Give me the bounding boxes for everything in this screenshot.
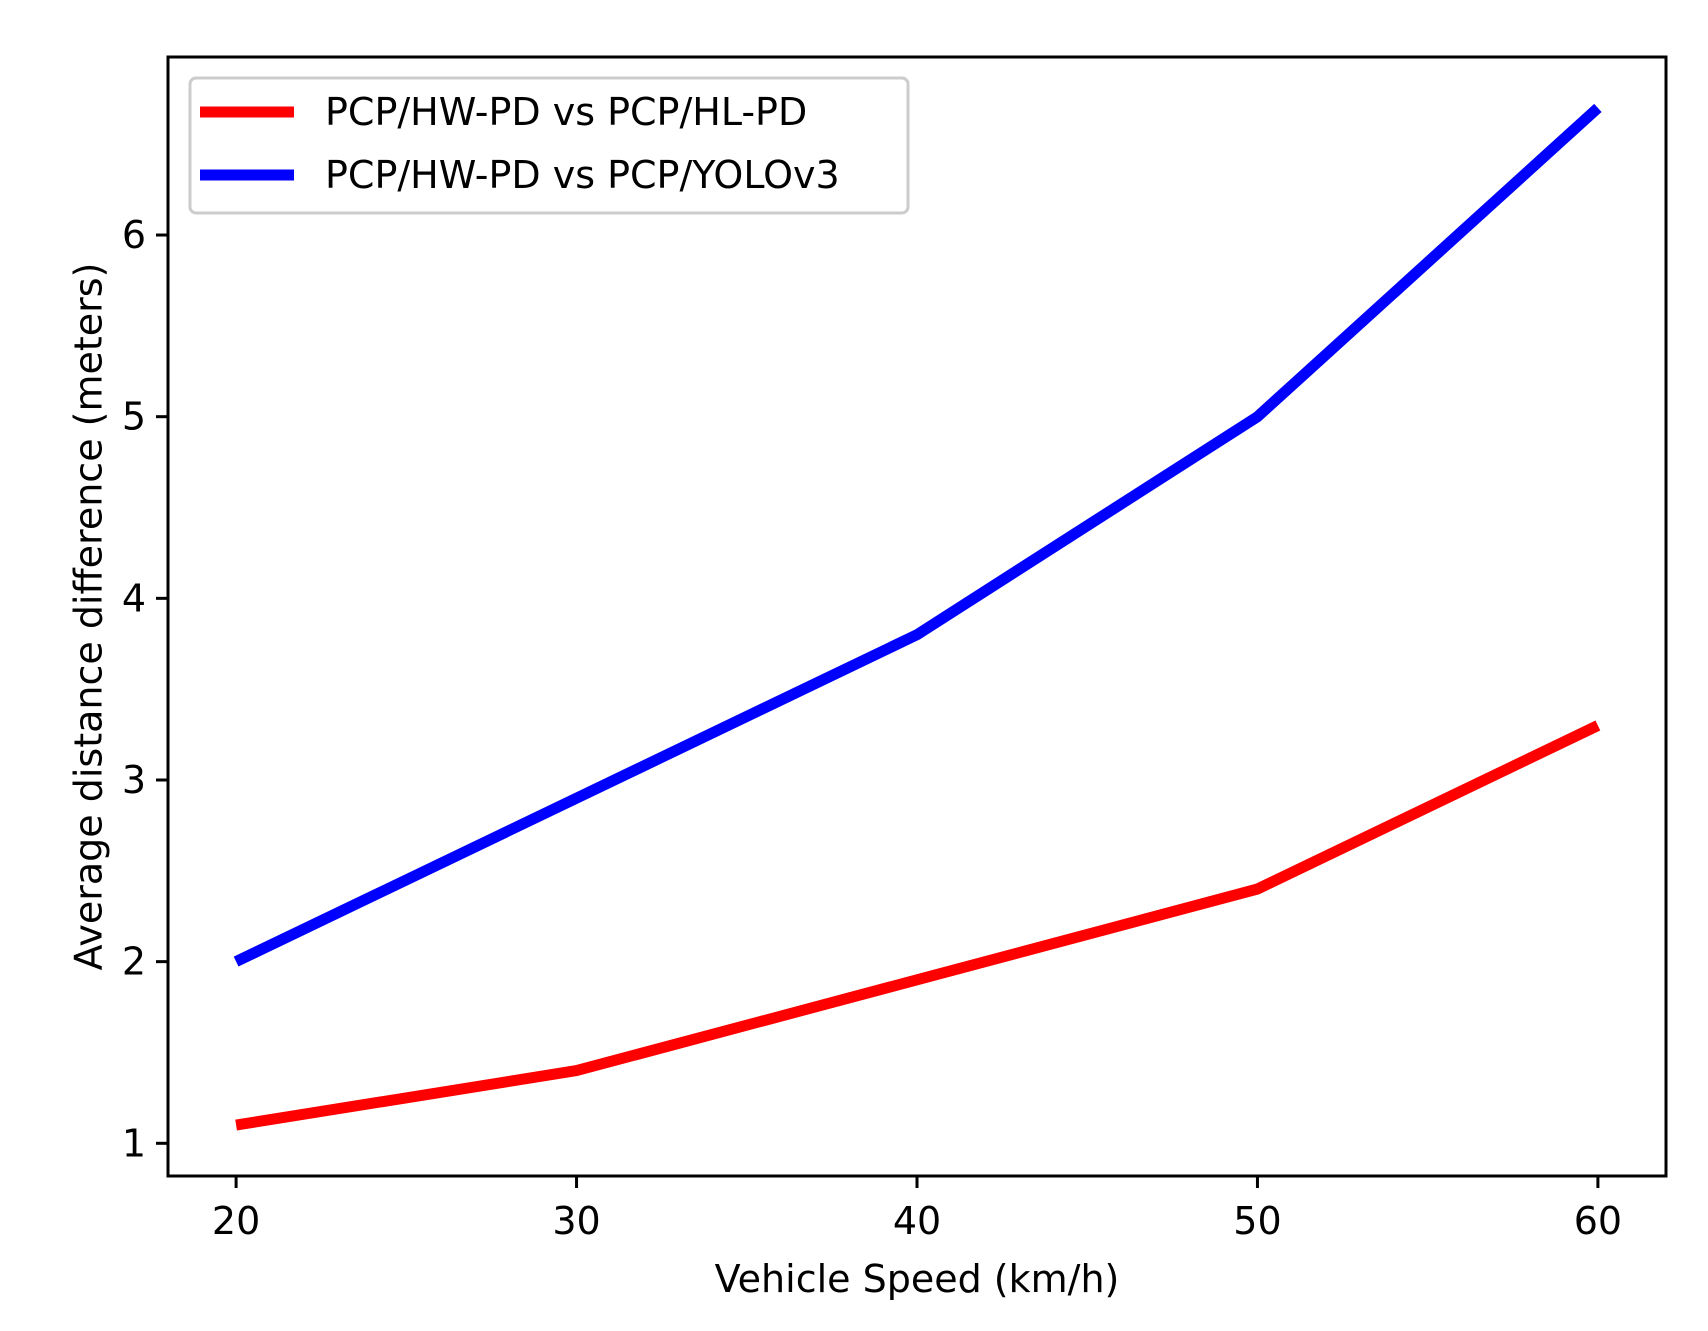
- x-tick-label: 50: [1233, 1199, 1281, 1243]
- x-tick-label: 60: [1574, 1199, 1622, 1243]
- x-tick-label: 30: [552, 1199, 600, 1243]
- legend-box: [188, 76, 910, 215]
- y-tick-label: 5: [122, 395, 146, 439]
- y-tick-label: 3: [122, 758, 146, 802]
- y-tick-label: 2: [122, 940, 146, 984]
- x-axis-label: Vehicle Speed (km/h): [715, 1257, 1120, 1301]
- y-tick-label: 6: [122, 213, 146, 257]
- y-axis-label: Average distance difference (meters): [66, 263, 110, 971]
- y-axis: 1 2 3 4 5 6: [122, 213, 168, 1165]
- legend-label-2: PCP/HW-PD vs PCP/YOLOv3: [325, 153, 840, 197]
- series-layer: [233, 103, 1602, 1131]
- legend: PCP/HW-PD vs PCP/HL-PD PCP/HW-PD vs PCP/Y…: [188, 76, 910, 215]
- x-tick-label: 20: [212, 1199, 260, 1243]
- x-tick-label: 40: [893, 1199, 941, 1243]
- y-tick-label: 4: [122, 576, 146, 620]
- legend-label-1: PCP/HW-PD vs PCP/HL-PD: [325, 90, 807, 134]
- x-axis: 20 30 40 50 60: [212, 1176, 1622, 1243]
- y-tick-label: 1: [122, 1121, 146, 1165]
